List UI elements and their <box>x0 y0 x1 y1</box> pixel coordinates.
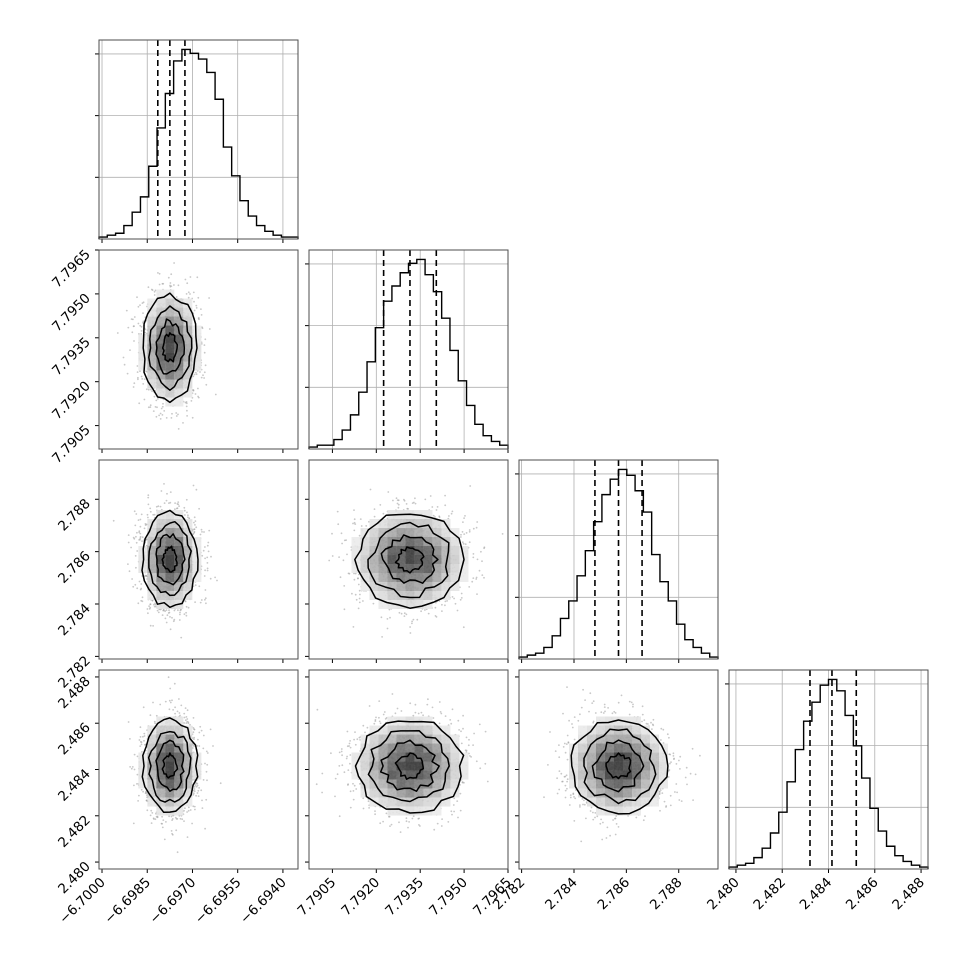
contour-lines <box>570 719 669 815</box>
panel-frame <box>98 249 299 450</box>
panel-frame <box>728 669 929 870</box>
y-tick-label: 7.7950 <box>49 290 94 335</box>
x-tick-label: −6.6985 <box>101 875 154 928</box>
x-tick-label: 7.7920 <box>338 875 383 920</box>
y-tick-label: 7.7905 <box>49 422 94 467</box>
contour-lines <box>142 292 198 404</box>
y-tick-label: 2.784 <box>55 601 94 640</box>
contour-lines <box>141 717 199 814</box>
x-tick-label: 2.784 <box>542 875 581 914</box>
x-tick-label: 2.480 <box>704 875 743 914</box>
x-tick-label: 2.788 <box>647 875 686 914</box>
panel-frame <box>98 669 299 870</box>
density-cells <box>138 289 202 407</box>
y-tick-label: 2.482 <box>55 812 94 851</box>
y-tick-label: 7.7920 <box>49 378 94 423</box>
y-tick-label: 2.484 <box>55 766 94 805</box>
panel-frame <box>98 39 299 240</box>
histogram-panel-2 <box>515 459 719 663</box>
scatter-panel-2-1 <box>305 459 509 663</box>
scatter-panel-3-1 <box>305 669 509 873</box>
scatter-panel-3-0 <box>95 669 299 873</box>
scatter-panel-2-0 <box>95 459 299 663</box>
panel-frame <box>308 669 509 870</box>
y-tick-label: 7.7935 <box>49 334 94 379</box>
density-cells <box>138 510 202 609</box>
histogram-step <box>308 258 509 449</box>
scatter-panel-3-2 <box>515 669 719 873</box>
histogram-step <box>98 48 299 239</box>
panel-frame <box>308 249 509 450</box>
x-tick-label: 2.486 <box>843 875 882 914</box>
y-tick-label: 7.7965 <box>49 247 94 292</box>
y-tick-label: 2.786 <box>55 548 94 587</box>
x-tick-label: 2.786 <box>595 875 634 914</box>
panel-frame <box>98 459 299 660</box>
x-tick-label: 7.7950 <box>426 875 471 920</box>
histogram-panel-3 <box>725 669 929 873</box>
contour-lines <box>141 509 199 609</box>
y-tick-label: 2.486 <box>55 720 94 759</box>
panel-frame <box>518 669 719 870</box>
x-tick-label: 2.488 <box>889 875 928 914</box>
x-tick-label: −6.6970 <box>147 875 200 928</box>
scatter-panel-1-0 <box>95 249 299 453</box>
y-tick-label: 2.788 <box>55 496 94 535</box>
panel-frame <box>308 459 509 660</box>
x-tick-label: 2.484 <box>797 875 836 914</box>
histogram-panel-1 <box>305 249 509 453</box>
contour-lines <box>354 720 465 814</box>
x-tick-label: 2.482 <box>750 875 789 914</box>
histogram-panel-0 <box>95 39 299 243</box>
x-tick-label: 7.7935 <box>382 875 427 920</box>
x-tick-label: −6.6955 <box>192 875 245 928</box>
x-tick-label: 7.7905 <box>295 875 340 920</box>
x-tick-label: −6.6940 <box>237 875 290 928</box>
density-cells <box>569 716 668 816</box>
panel-frame <box>518 459 719 660</box>
contour-lines <box>354 513 465 609</box>
histogram-step <box>728 678 929 869</box>
